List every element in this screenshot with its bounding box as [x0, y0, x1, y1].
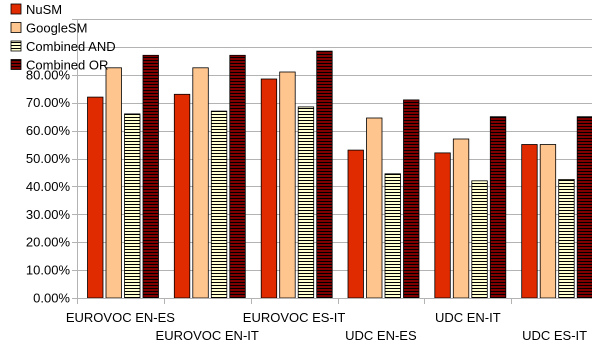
- bar-combined-and: [297, 106, 315, 299]
- y-tick-label: 0.00%: [33, 291, 70, 306]
- y-tick-label: 30.00%: [26, 207, 71, 222]
- y-tick-label: 60.00%: [26, 123, 71, 138]
- bar-combined-and: [471, 180, 488, 299]
- y-tick-label: 50.00%: [26, 151, 71, 166]
- bar-nusm: [173, 93, 191, 299]
- bar-combined-or: [142, 54, 159, 299]
- bar-googlesm: [192, 67, 209, 299]
- legend-swatch: [10, 22, 22, 33]
- legend-swatch: [10, 3, 22, 15]
- bar-googlesm: [279, 71, 296, 299]
- bar-googlesm: [105, 67, 122, 299]
- legend-swatch: [10, 59, 22, 70]
- category-label: UDC EN-ES: [345, 328, 417, 343]
- bar-combined-or: [229, 54, 246, 299]
- bar-nusm: [434, 152, 451, 299]
- y-tick-label: 70.00%: [26, 95, 71, 110]
- bar-combined-and: [210, 110, 228, 299]
- legend-label: NuSM: [26, 2, 62, 17]
- bar-googlesm: [452, 138, 470, 299]
- legend-label: Combined AND: [26, 39, 116, 54]
- category-label: UDC EN-IT: [435, 310, 501, 325]
- grid-lines: [77, 19, 592, 299]
- bar-combined-and: [384, 173, 401, 299]
- y-tick-labels: 0.00% 10.00% 20.00% 30.00% 40.00% 50.00% 60.00…: [26, 67, 71, 305]
- bar-nusm: [260, 78, 278, 299]
- bar-nusm: [347, 149, 364, 299]
- category-labels: EUROVOC EN-ES EUROVOC EN-IT EUROVOC ES-IT U…: [66, 310, 587, 343]
- category-label: UDC ES-IT: [522, 328, 587, 343]
- bar-combined-or: [576, 116, 592, 299]
- category-label: EUROVOC ES-IT: [243, 310, 346, 325]
- y-tick-label: 20.00%: [26, 235, 71, 250]
- legend: NuSM GoogleSM Combined AND Combined OR: [10, 2, 116, 73]
- bar-combined-and: [124, 113, 141, 299]
- category-label: EUROVOC EN-ES: [66, 310, 175, 325]
- bars: [87, 50, 592, 299]
- bar-combined-or: [316, 50, 333, 299]
- bar-combined-or: [403, 99, 420, 299]
- category-label: EUROVOC EN-IT: [156, 328, 259, 343]
- bar-combined-or: [489, 116, 507, 299]
- y-tick-label: 10.00%: [26, 263, 71, 278]
- legend-swatch: [10, 40, 22, 52]
- axes: [72, 19, 592, 304]
- bar-nusm: [521, 144, 538, 299]
- y-tick-label: 80.00%: [26, 67, 71, 82]
- legend-label: Combined OR: [26, 58, 108, 73]
- bar-googlesm: [366, 117, 383, 299]
- legend-label: GoogleSM: [26, 21, 87, 36]
- y-tick-label: 40.00%: [26, 179, 71, 194]
- bar-googlesm: [539, 144, 557, 299]
- bar-combined-and: [558, 178, 575, 299]
- bar-nusm: [87, 96, 104, 299]
